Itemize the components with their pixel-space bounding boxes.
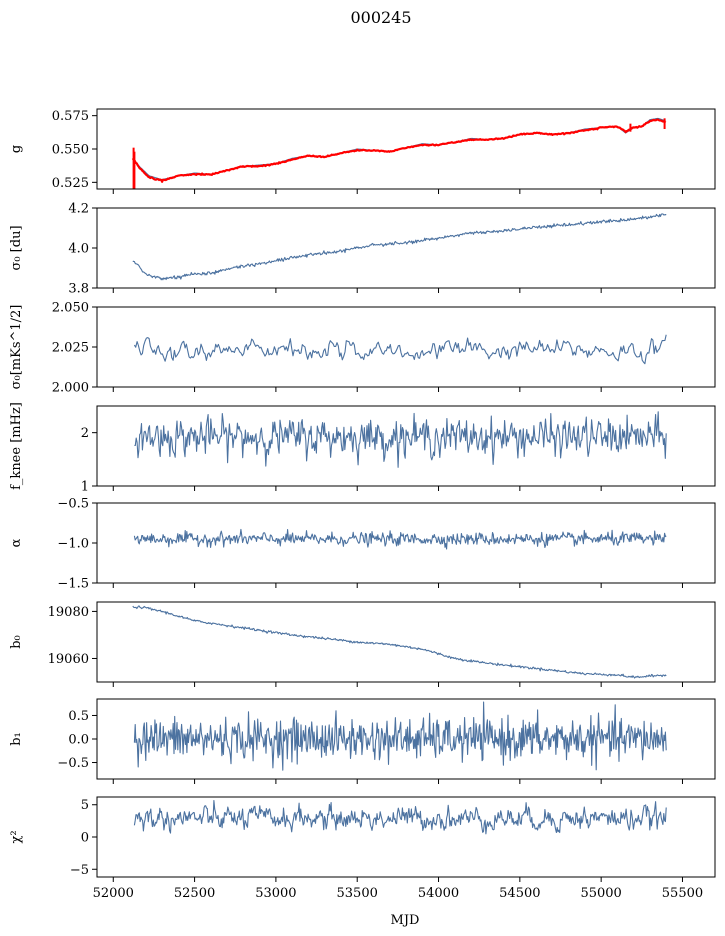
y-tick-label-sigma0-2: 4.2 xyxy=(68,202,89,217)
y-tick-label-b1-1: 0.0 xyxy=(68,733,89,748)
panel-frame-sigma0_mks xyxy=(96,306,716,388)
series-line-sigma0-0 xyxy=(132,213,667,281)
y-axis-label-sigma0: σ₀ [du] xyxy=(9,225,24,270)
y-tick-label-sigma0_mks-1: 2.025 xyxy=(52,341,89,356)
y-tick-label-sigma0-1: 4.0 xyxy=(68,242,89,257)
series-line-b1-0 xyxy=(133,701,667,771)
x-tick-label-7: 55500 xyxy=(662,886,703,901)
y-axis-label-b1: b₁ xyxy=(9,732,24,746)
y-axis-label-g: g xyxy=(9,145,24,153)
y-axis-label-b0: b₀ xyxy=(9,635,24,649)
panel-frame-fknee xyxy=(96,405,716,487)
panel-frame-g xyxy=(96,108,716,190)
y-tick-label-g-1: 0.550 xyxy=(52,143,89,158)
series-line-fknee-0 xyxy=(134,411,667,468)
plot-area-b0 xyxy=(132,605,667,679)
x-tick-label-3: 53500 xyxy=(337,886,378,901)
panel-frame-alpha xyxy=(96,502,716,584)
x-tick-label-0: 52000 xyxy=(93,886,134,901)
panel-g: 0.525 0.550 0.575 g xyxy=(9,108,716,194)
y-axis-label-alpha: α xyxy=(9,538,24,547)
y-tick-label-b0-1: 19080 xyxy=(48,605,89,620)
figure-title: 000245 xyxy=(350,8,411,27)
x-tick-label-2: 53000 xyxy=(255,886,296,901)
plot-area-alpha xyxy=(133,528,667,550)
y-tick-label-chi2-0: −5 xyxy=(70,863,89,878)
plot-area-fknee xyxy=(134,411,667,468)
y-tick-label-chi2-1: 0 xyxy=(81,831,89,846)
panel-frame-sigma0 xyxy=(96,207,716,289)
panel-b1: −0.5 0.0 0.5 b₁ xyxy=(9,698,716,784)
panel-frame-b0 xyxy=(96,601,716,683)
panel-sigma0: 3.8 4.0 4.2 σ₀ [du] xyxy=(9,202,716,297)
y-tick-label-fknee-0: 1 xyxy=(81,480,89,495)
y-tick-label-g-0: 0.525 xyxy=(52,176,89,191)
y-tick-label-b0-0: 19060 xyxy=(48,652,89,667)
x-axis-label: MJD xyxy=(391,913,420,928)
panel-frame-chi2 xyxy=(96,796,716,878)
x-tick-label-1: 52500 xyxy=(174,886,215,901)
panel-b0: 19060 19080 b₀ xyxy=(9,601,716,687)
series-line-alpha-0 xyxy=(133,528,667,550)
y-axis-label-fknee: f_knee [mHz] xyxy=(9,402,24,490)
series-line-g-1 xyxy=(131,118,667,183)
panel-frame-b1 xyxy=(96,698,716,780)
y-axis-label-sigma0_mks: σ₀[mKs^1/2] xyxy=(9,305,24,390)
plot-area-g xyxy=(131,117,667,189)
y-tick-label-alpha-1: −1.0 xyxy=(57,537,89,552)
y-tick-label-sigma0_mks-0: 2.000 xyxy=(52,381,89,396)
y-tick-label-b1-0: −0.5 xyxy=(57,756,89,771)
panel-alpha: −1.5 −1.0 −0.5 α xyxy=(9,497,716,592)
y-axis-label-chi2: χ² xyxy=(9,830,24,843)
y-tick-label-b1-2: 0.5 xyxy=(68,709,89,724)
panel-sigma0_mks: 2.000 2.025 2.050 σ₀[mKs^1/2] xyxy=(9,301,716,396)
y-tick-label-alpha-0: −1.5 xyxy=(57,577,89,592)
y-tick-label-fknee-1: 2 xyxy=(81,426,89,441)
plot-area-sigma0_mks xyxy=(133,334,667,365)
panel-chi2: −5 0 5 χ² xyxy=(9,796,716,882)
x-tick-label-5: 54500 xyxy=(499,886,540,901)
series-line-b0-0 xyxy=(132,605,667,679)
x-tick-label-4: 54000 xyxy=(418,886,459,901)
panel-fknee: 1 2 f_knee [mHz] xyxy=(9,402,716,495)
y-tick-label-chi2-2: 5 xyxy=(81,798,89,813)
y-tick-label-sigma0_mks-2: 2.050 xyxy=(52,301,89,316)
series-line-sigma0_mks-0 xyxy=(133,334,667,365)
y-tick-label-sigma0-0: 3.8 xyxy=(68,282,89,297)
plot-area-chi2 xyxy=(133,799,667,835)
y-tick-label-g-2: 0.575 xyxy=(52,109,89,124)
plot-area-sigma0 xyxy=(132,213,667,281)
y-tick-label-alpha-2: −0.5 xyxy=(57,497,89,512)
x-tick-label-6: 55000 xyxy=(580,886,621,901)
plot-area-b1 xyxy=(133,701,667,771)
series-line-chi2-0 xyxy=(133,799,667,835)
